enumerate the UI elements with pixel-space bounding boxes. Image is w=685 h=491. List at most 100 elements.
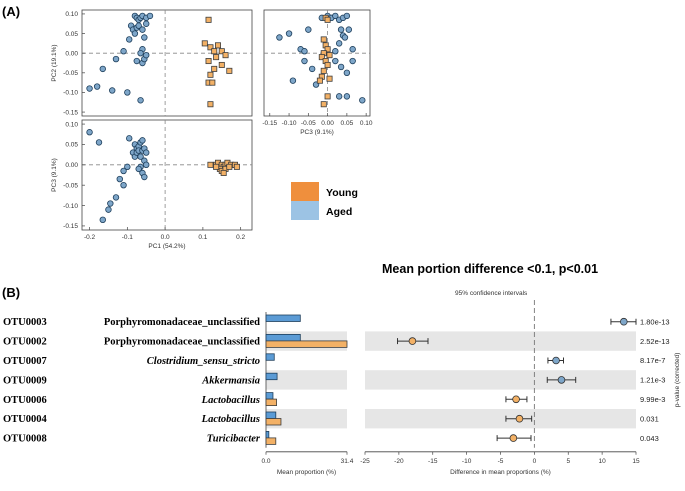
y-tick-label: 0.00: [65, 162, 78, 169]
taxon-name: Porphyromonadaceae_unclassified: [104, 337, 260, 348]
young-point: [201, 40, 208, 47]
aged-point: [141, 173, 148, 181]
aged-point: [131, 30, 139, 37]
young-point: [324, 46, 331, 53]
aged-point: [109, 87, 116, 94]
young-point: [324, 61, 331, 68]
plot-frame: [81, 9, 253, 117]
legend: Young Aged: [291, 182, 358, 220]
aged-point: [359, 97, 366, 104]
aged-point: [335, 40, 343, 47]
young-point: [214, 42, 221, 49]
x-axis-label: PC1 (54.2%): [148, 243, 185, 250]
y-tick-label: -0.15: [63, 223, 78, 230]
otu-id: OTU0009: [3, 375, 47, 386]
aged-point: [107, 200, 114, 207]
p-value: 2.52e-13: [640, 337, 670, 346]
diff-x-tick-label: -20: [394, 458, 404, 465]
diff-point: [552, 356, 560, 365]
diff-x-tick-label: 10: [599, 458, 607, 465]
otu-id: OTU0006: [3, 395, 47, 406]
aged-point: [276, 34, 283, 41]
aged-point: [349, 46, 356, 53]
aged-point: [341, 34, 349, 41]
y-tick-label: 0.10: [65, 11, 78, 18]
young-point: [213, 163, 220, 170]
young-point: [324, 16, 331, 23]
legend-swatch-young: [291, 182, 319, 201]
aged-point: [343, 93, 351, 100]
aged-point: [120, 48, 127, 55]
x-axis-label: PC3 (9.1%): [300, 129, 334, 136]
taxon-name: Lactobacillus: [201, 395, 260, 406]
aged-point: [137, 49, 144, 57]
bar-young: [265, 437, 277, 445]
young-point: [207, 44, 214, 51]
p-value-axis-label: p-value (corrected): [674, 353, 681, 408]
taxon-name: Clostridium_sensu_stricto: [147, 356, 260, 367]
aged-point: [135, 165, 142, 173]
p-value: 9.99e-3: [640, 395, 665, 404]
aged-point: [143, 161, 150, 169]
bar-x-tick-label: 31.4: [341, 458, 354, 465]
young-point: [218, 48, 225, 55]
x-tick-label: 0.0: [161, 234, 170, 241]
diff-x-tick-label: -10: [462, 458, 472, 465]
x-tick-label: 0.10: [360, 120, 373, 127]
taxon-name: Akkermansia: [201, 375, 260, 386]
young-point: [211, 48, 218, 55]
aged-point: [112, 55, 120, 63]
x-tick-label: -0.1: [122, 234, 134, 241]
young-point: [326, 75, 333, 82]
aged-point: [301, 48, 308, 55]
young-point: [326, 52, 333, 59]
diff-x-tick-label: 15: [632, 458, 640, 465]
aged-point: [137, 153, 144, 160]
aged-point: [332, 48, 339, 55]
aged-point: [135, 22, 142, 29]
x-tick-label: 0.00: [321, 120, 334, 127]
otu-id: OTU0002: [3, 337, 47, 348]
row-band: [266, 409, 347, 429]
aged-point: [337, 63, 345, 71]
aged-point: [143, 149, 150, 156]
aged-point: [112, 194, 120, 201]
scatter-pc3-pc2: -0.15 -0.10 -0.05 0.00 0.05 0.10 PC3 (9.1%): [262, 9, 373, 136]
aged-point: [343, 69, 351, 77]
row-band: [266, 370, 347, 390]
young-point: [320, 67, 327, 74]
aged-point: [86, 85, 93, 92]
young-point: [320, 36, 327, 43]
y-tick-label: -0.10: [63, 90, 78, 97]
chart-title: Mean portion difference <0.1, p<0.01: [382, 262, 598, 276]
legend-label-aged: Aged: [326, 206, 352, 218]
x-tick-label: -0.2: [84, 234, 96, 241]
ci-subtitle: 95% confidence intervals: [455, 290, 528, 297]
y-tick-label: -0.15: [63, 109, 78, 116]
panel-a-label: (A): [2, 4, 20, 19]
diff-x-axis-label: Difference in mean proportions (%): [450, 469, 551, 476]
x-tick-label: 0.1: [198, 234, 207, 241]
plot-frame: [81, 119, 253, 231]
mean-proportion-chart: 0.0 31.4 Mean proportion (%): [261, 312, 354, 476]
diff-x-tick-label: 0: [533, 458, 537, 465]
aged-point: [301, 57, 308, 65]
x-tick-label: 0.2: [236, 234, 245, 241]
diff-x-tick-label: -5: [498, 458, 504, 465]
y-axis-label: PC2 (19.1%): [51, 44, 58, 81]
y-tick-label: 0.05: [65, 142, 78, 149]
aged-point: [332, 57, 339, 65]
y-tick-label: -0.05: [63, 70, 78, 77]
young-point: [205, 16, 212, 23]
aged-point: [337, 26, 345, 33]
bar-young: [265, 398, 277, 407]
p-value: 1.80e-13: [640, 317, 670, 326]
aged-point: [308, 65, 316, 73]
diff-point: [408, 337, 417, 345]
y-tick-label: 0.05: [65, 31, 78, 38]
bar-aged: [265, 314, 301, 322]
taxon-name: Lactobacillus: [201, 414, 260, 425]
y-tick-label: -0.10: [63, 203, 78, 210]
y-tick-label: 0.00: [65, 50, 78, 57]
bar-aged: [265, 333, 301, 342]
